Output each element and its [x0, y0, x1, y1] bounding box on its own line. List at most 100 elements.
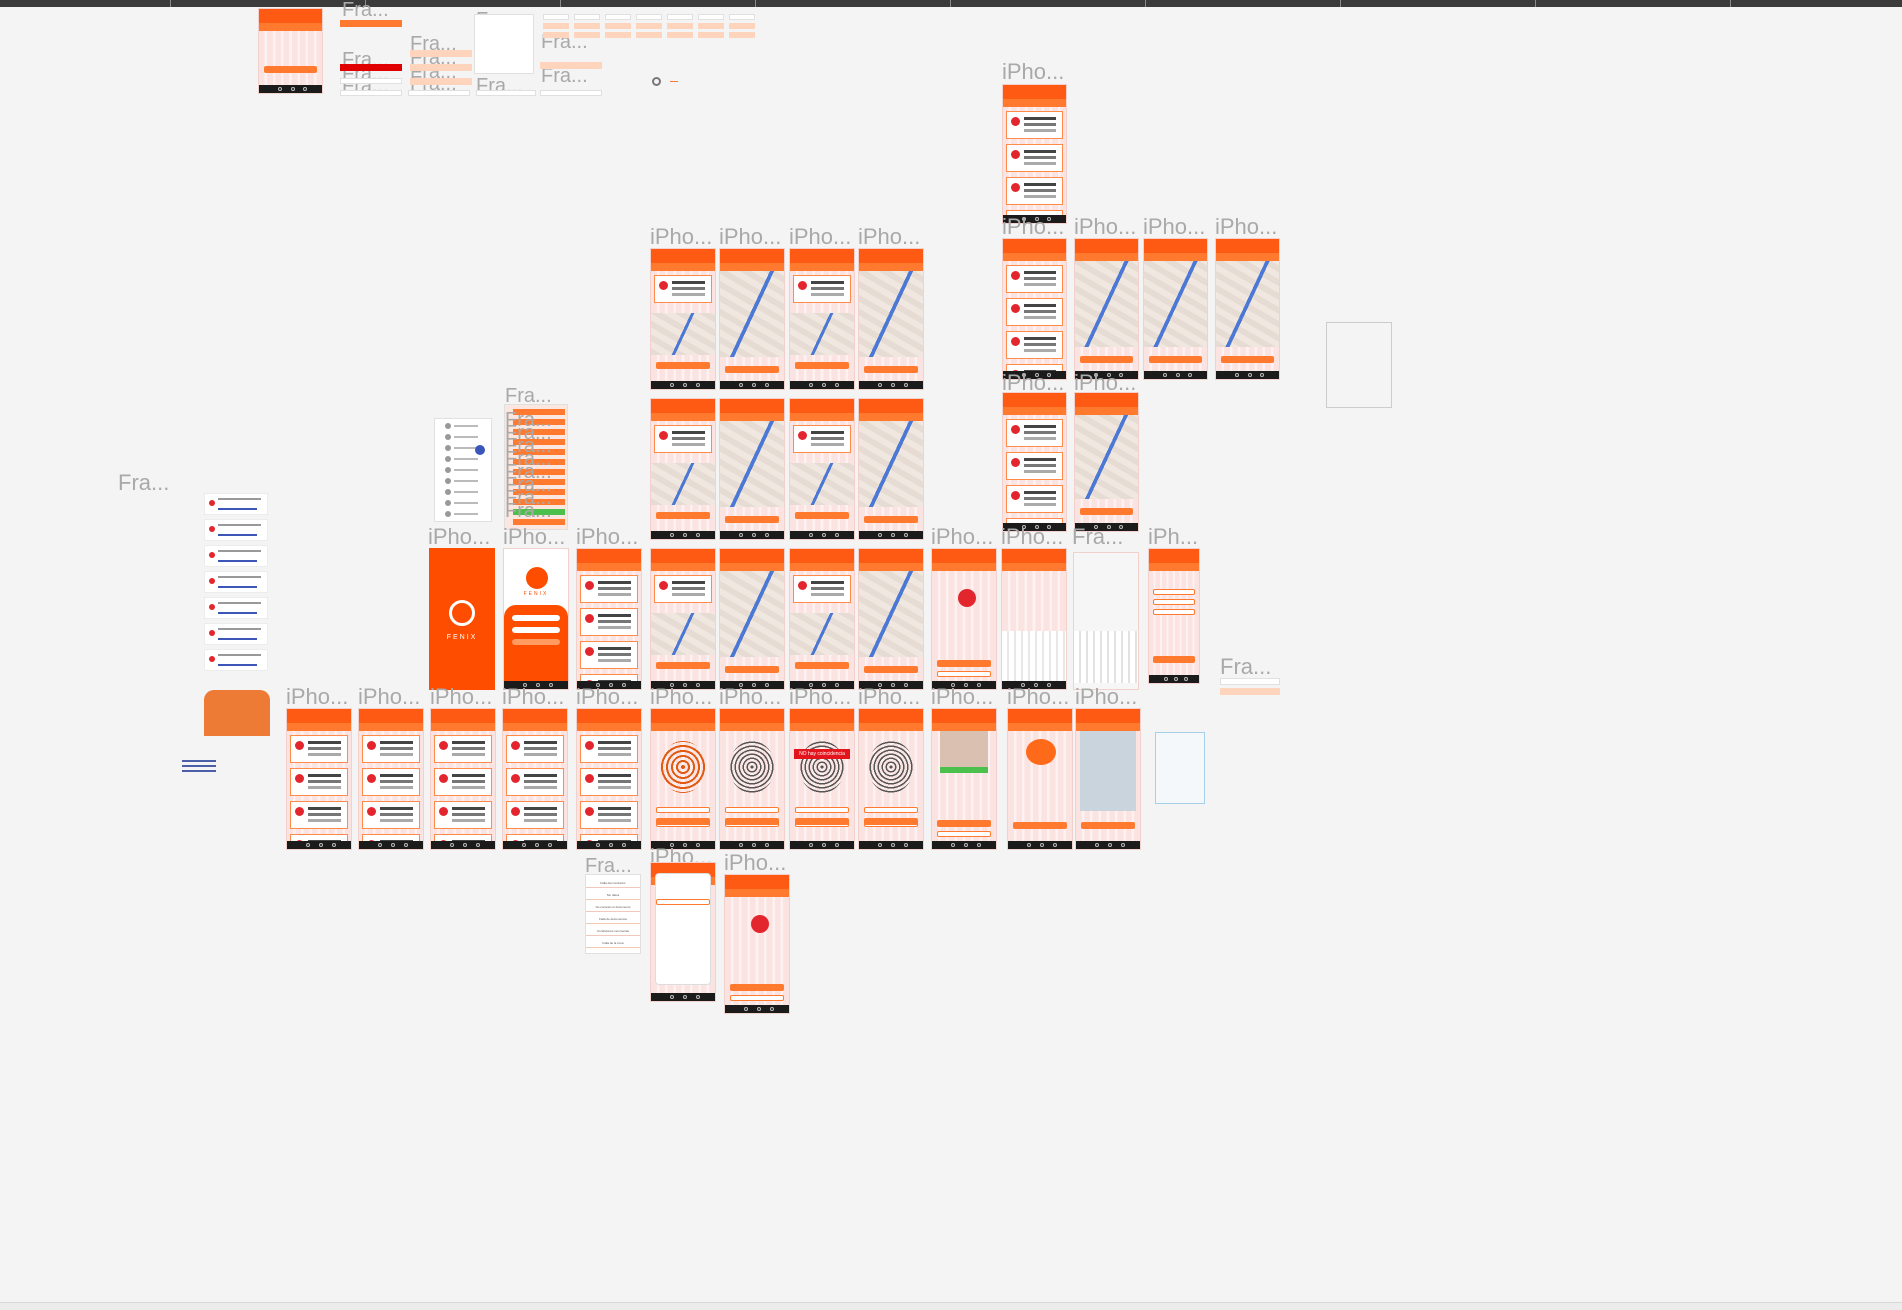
primary-button[interactable]	[795, 662, 849, 669]
route-map[interactable]	[859, 571, 923, 657]
contact-list-item[interactable]	[204, 623, 268, 645]
cancel-option[interactable]: Falla de documentos	[586, 915, 640, 924]
keyboard-frame[interactable]	[1073, 552, 1139, 690]
component-stack[interactable]	[504, 404, 568, 530]
frame-label[interactable]: iPho...	[789, 684, 852, 709]
route-map[interactable]	[790, 313, 854, 355]
phone-frame[interactable]	[1215, 238, 1280, 380]
cancel-option[interactable]: Falla del conductor	[586, 879, 640, 888]
primary-button[interactable]	[795, 362, 849, 369]
trip-card[interactable]	[361, 801, 421, 829]
component-button-outline[interactable]	[408, 90, 470, 96]
frame-label[interactable]: iPho...	[1002, 59, 1065, 84]
frame-label[interactable]: iPho...	[1007, 684, 1070, 709]
frame-label[interactable]: iPho...	[1143, 214, 1206, 239]
contact-list-item[interactable]	[204, 519, 268, 541]
phone-frame[interactable]	[858, 248, 924, 390]
phone-frame[interactable]	[1074, 392, 1139, 532]
primary-button[interactable]	[937, 660, 991, 667]
phone-frame[interactable]	[1007, 708, 1073, 850]
frame-label[interactable]: iPho...	[576, 524, 639, 549]
component-option-cell[interactable]	[574, 23, 600, 29]
frame-label[interactable]: iPho...	[1074, 214, 1137, 239]
contact-list-item[interactable]	[204, 545, 268, 567]
primary-button[interactable]	[1153, 656, 1195, 663]
frame-label[interactable]: Fra...	[410, 33, 457, 55]
trip-card[interactable]	[433, 768, 493, 796]
primary-button[interactable]	[725, 666, 779, 673]
secondary-button[interactable]	[937, 831, 991, 837]
component-option-cell[interactable]	[574, 14, 600, 20]
trip-card[interactable]	[579, 768, 639, 796]
trip-card[interactable]	[1005, 419, 1064, 447]
cancel-option[interactable]: Condiciones incorrectas	[586, 927, 640, 936]
trip-card[interactable]	[1005, 177, 1064, 205]
trip-card[interactable]	[1005, 485, 1064, 513]
component-chip[interactable]	[513, 429, 565, 435]
trip-card[interactable]	[653, 575, 713, 603]
primary-button[interactable]	[1221, 356, 1274, 363]
primary-button[interactable]	[725, 516, 779, 523]
frame-label[interactable]: Fra...	[118, 470, 170, 495]
primary-button[interactable]	[656, 512, 710, 519]
component-option-cell[interactable]	[698, 14, 724, 20]
frame-label[interactable]: iPho...	[1001, 524, 1064, 549]
trip-card[interactable]	[361, 735, 421, 763]
keyboard[interactable]	[1002, 631, 1066, 681]
frame-label[interactable]: iPho...	[503, 524, 566, 549]
trip-card[interactable]	[433, 801, 493, 829]
phone-frame[interactable]	[719, 708, 785, 850]
trip-card[interactable]	[579, 735, 639, 763]
component-option-cell[interactable]	[605, 23, 631, 29]
question-dropdown[interactable]	[656, 807, 710, 813]
primary-button[interactable]	[1080, 356, 1133, 363]
primary-button[interactable]	[864, 366, 918, 373]
component-option-cell[interactable]	[636, 32, 662, 38]
secondary-button[interactable]	[937, 671, 991, 677]
primary-button[interactable]	[1149, 356, 1202, 363]
primary-button[interactable]	[656, 662, 710, 669]
component-chip[interactable]	[410, 78, 472, 85]
route-map[interactable]	[1144, 261, 1207, 347]
frame-label[interactable]: iPho...	[931, 684, 994, 709]
trip-card[interactable]	[505, 768, 565, 796]
component-option-cell[interactable]	[636, 14, 662, 20]
phone-frame[interactable]	[1002, 392, 1067, 532]
component-chip[interactable]	[540, 62, 602, 69]
primary-button[interactable]	[864, 666, 918, 673]
phone-frame[interactable]	[650, 708, 716, 850]
primary-button[interactable]	[795, 512, 849, 519]
trip-card[interactable]	[792, 425, 852, 453]
component-chip[interactable]	[410, 50, 472, 57]
phone-frame[interactable]	[650, 548, 716, 690]
frame-label[interactable]: iPho...	[858, 684, 921, 709]
frame-label[interactable]: Fra...	[505, 422, 552, 444]
component-button-danger[interactable]	[340, 64, 402, 71]
trip-card[interactable]	[1005, 265, 1064, 293]
route-map[interactable]	[1075, 415, 1138, 499]
username-input[interactable]	[512, 615, 560, 621]
contact-list-item[interactable]	[204, 493, 268, 515]
component-chip[interactable]	[513, 469, 565, 475]
route-map[interactable]	[790, 613, 854, 655]
phone-frame[interactable]	[1148, 548, 1200, 684]
trip-card[interactable]	[1005, 111, 1064, 139]
primary-button[interactable]	[864, 516, 918, 523]
phone-frame[interactable]	[430, 708, 496, 850]
menu-item[interactable]	[1153, 589, 1195, 595]
trip-card[interactable]	[579, 575, 639, 603]
question-dropdown[interactable]	[864, 807, 918, 813]
component-option-cell[interactable]	[698, 23, 724, 29]
component-chip[interactable]	[513, 459, 565, 465]
trip-card[interactable]	[792, 575, 852, 603]
frame-label[interactable]: iPho...	[858, 224, 921, 249]
trip-card[interactable]	[579, 641, 639, 669]
phone-frame[interactable]	[502, 708, 568, 850]
component-chip[interactable]	[513, 439, 565, 445]
frame-label[interactable]: iPh...	[1148, 524, 1199, 549]
component-option-selected[interactable]	[1220, 688, 1280, 695]
phone-frame[interactable]	[719, 398, 785, 540]
frame-label[interactable]: Fra...	[505, 385, 552, 407]
primary-button[interactable]	[730, 984, 784, 991]
component-option-cell[interactable]	[543, 23, 569, 29]
